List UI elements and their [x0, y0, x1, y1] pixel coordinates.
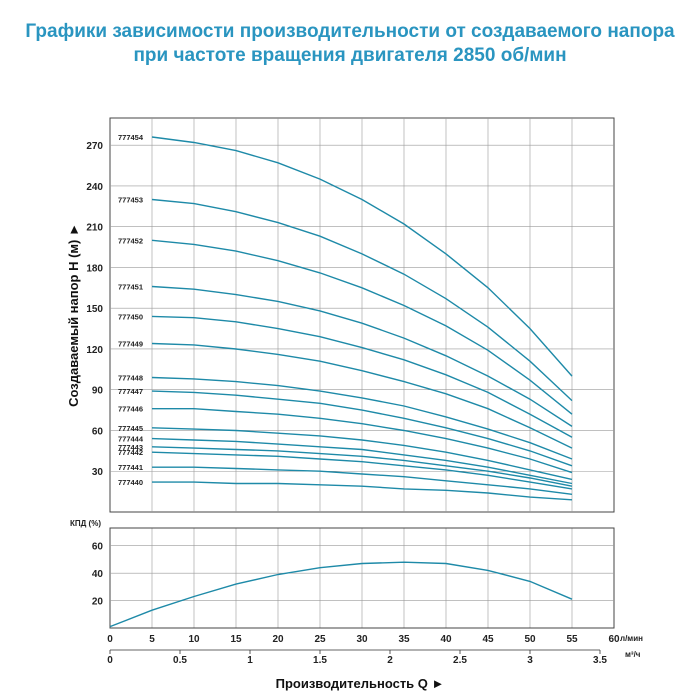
x-tick-m3h: 0 — [107, 655, 113, 666]
head-curve-777445 — [151, 427, 573, 481]
head-ytick-label: 270 — [86, 141, 103, 152]
x-tick-lmin: 50 — [524, 634, 536, 645]
head-ytick-label: 30 — [92, 467, 104, 478]
chart-title-line2: при частоте вращения двигателя 2850 об/м… — [133, 45, 567, 66]
x-tick-lmin: 40 — [440, 634, 452, 645]
head-curve-777447 — [151, 390, 573, 467]
series-label-777446: 777446 — [118, 405, 143, 414]
series-label-777447: 777447 — [118, 387, 143, 396]
series-label-777440: 777440 — [118, 478, 143, 487]
head-curve-777446 — [152, 408, 573, 474]
head-curve-777443 — [151, 446, 573, 487]
eff-axis-label: КПД (%) — [70, 519, 101, 528]
eff-ytick-label: 40 — [92, 569, 104, 580]
head-curve-777441 — [152, 466, 573, 495]
head-curve-777451 — [151, 285, 573, 427]
head-curve-777444 — [151, 437, 573, 485]
series-label-777453: 777453 — [118, 196, 143, 205]
x-tick-lmin: 30 — [356, 634, 368, 645]
chart-title: Графики зависимости производительности о… — [0, 20, 700, 68]
x-tick-lmin: 45 — [482, 634, 494, 645]
series-label-777454: 777454 — [118, 133, 144, 142]
x-tick-m3h: 3.5 — [593, 655, 607, 666]
head-ytick-label: 60 — [92, 426, 104, 437]
x-tick-lmin: 0 — [107, 634, 113, 645]
head-curve-777450 — [151, 315, 573, 438]
series-label-777445: 777445 — [118, 424, 143, 433]
x-tick-m3h: 1 — [247, 655, 253, 666]
series-label-777443: 777443 — [118, 443, 143, 452]
head-ytick-label: 150 — [86, 304, 103, 315]
x-tick-lmin: 35 — [398, 634, 410, 645]
series-label-777441: 777441 — [118, 463, 143, 472]
series-label-777442: 777442 — [118, 448, 143, 457]
head-curve-777448 — [151, 376, 573, 460]
efficiency-curve — [109, 561, 573, 628]
x-tick-lmin: 10 — [188, 634, 200, 645]
head-ytick-label: 210 — [86, 223, 103, 234]
x-tick-lmin: 55 — [566, 634, 578, 645]
x-tick-lmin: 20 — [272, 634, 284, 645]
head-curve-777442 — [151, 451, 573, 490]
series-label-777450: 777450 — [118, 312, 143, 321]
x-unit-m3h: м³/ч — [625, 650, 641, 659]
x-unit-lmin: л/мин — [620, 634, 643, 643]
x-axis-label: Производительность Q ► — [276, 676, 445, 691]
eff-ytick-label: 60 — [92, 542, 104, 553]
x-tick-m3h: 0.5 — [173, 655, 187, 666]
x-tick-lmin: 25 — [314, 634, 326, 645]
x-tick-m3h: 2 — [387, 655, 393, 666]
head-ytick-label: 120 — [86, 345, 103, 356]
x-tick-lmin: 5 — [149, 634, 155, 645]
x-tick-lmin: 60 — [608, 634, 620, 645]
x-tick-m3h: 2.5 — [453, 655, 467, 666]
head-ytick-label: 240 — [86, 182, 103, 193]
chart-title-line1: Графики зависимости производительности о… — [25, 21, 675, 42]
eff-plot-frame — [109, 527, 615, 629]
series-label-777449: 777449 — [118, 340, 143, 349]
head-curve-777454 — [151, 136, 573, 377]
x-tick-m3h: 3 — [527, 655, 533, 666]
head-ytick-label: 90 — [92, 386, 104, 397]
series-label-777444: 777444 — [118, 435, 144, 444]
eff-ytick-label: 20 — [92, 597, 104, 608]
series-label-777452: 777452 — [118, 236, 143, 245]
series-label-777448: 777448 — [118, 373, 143, 382]
head-curve-777440 — [152, 481, 573, 501]
head-curve-777452 — [151, 239, 573, 415]
head-ytick-label: 180 — [86, 263, 103, 274]
head-axis-label: Создаваемый напор H (м) ► — [66, 223, 81, 407]
series-label-777451: 777451 — [118, 282, 143, 291]
head-curve-777449 — [151, 342, 573, 449]
x-tick-lmin: 15 — [230, 634, 242, 645]
x-tick-m3h: 1.5 — [313, 655, 327, 666]
head-curve-777453 — [151, 198, 573, 402]
